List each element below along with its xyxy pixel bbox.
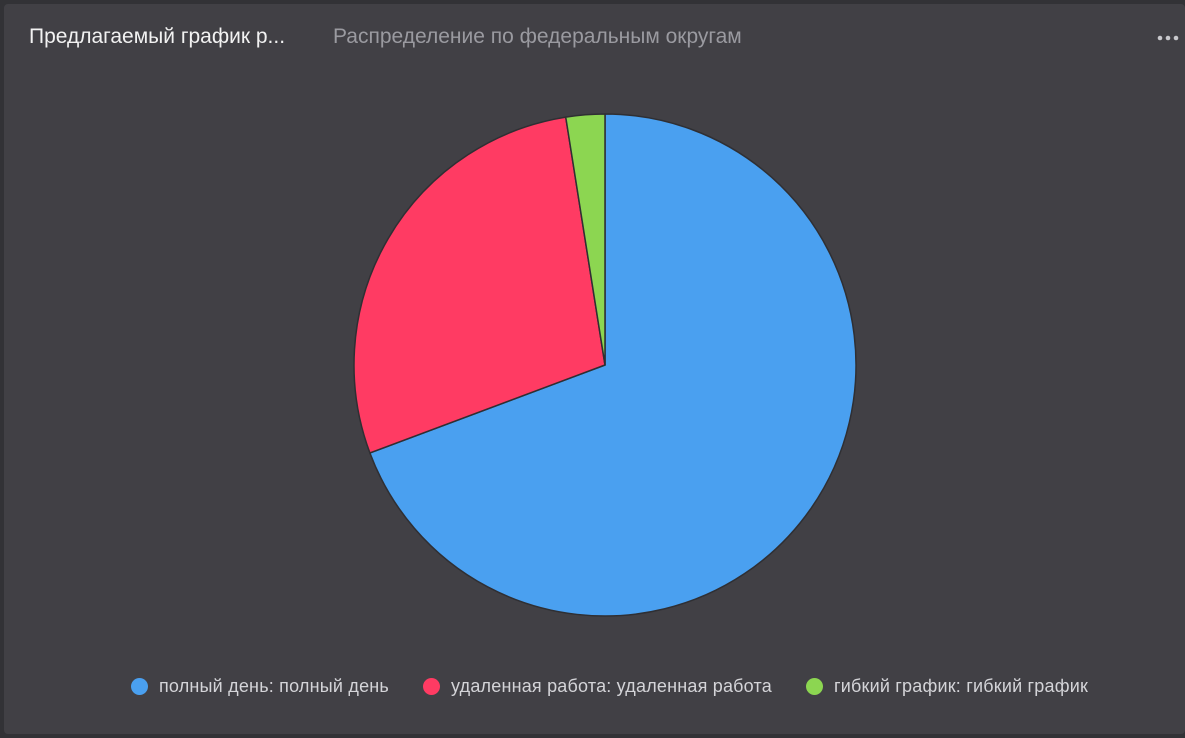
legend-marker-icon	[423, 677, 441, 695]
pie-slice-1[interactable]	[353, 116, 606, 454]
legend-label: гибкий график: гибкий график	[833, 676, 1089, 696]
pie-chart	[353, 113, 857, 617]
legend-label: удаленная работа: удаленная работа	[451, 676, 772, 696]
pie-slice-2[interactable]	[564, 113, 606, 366]
pie-slice-0[interactable]	[369, 113, 857, 617]
legend-marker-icon	[130, 677, 148, 695]
legend-item-0[interactable]: полный день: полный день	[130, 675, 390, 697]
chart-legend: полный день: полный день удаленная работа…	[4, 672, 1185, 700]
more-horizontal-icon	[1157, 35, 1179, 41]
tab-schedule[interactable]: Предлагаемый график р...	[29, 25, 286, 48]
widget-header: Предлагаемый график р... Распределение п…	[4, 4, 1185, 68]
legend-item-1[interactable]: удаленная работа: удаленная работа	[423, 675, 772, 697]
legend-marker-icon	[805, 677, 823, 695]
legend-label: полный день: полный день	[158, 676, 390, 696]
more-menu-button[interactable]	[1153, 28, 1183, 48]
pie-chart-area	[4, 68, 1185, 648]
chart-widget: Предлагаемый график р... Распределение п…	[4, 4, 1185, 734]
legend-item-2[interactable]: гибкий график: гибкий график	[805, 675, 1089, 697]
tab-federal-districts[interactable]: Распределение по федеральным округам	[333, 25, 742, 48]
